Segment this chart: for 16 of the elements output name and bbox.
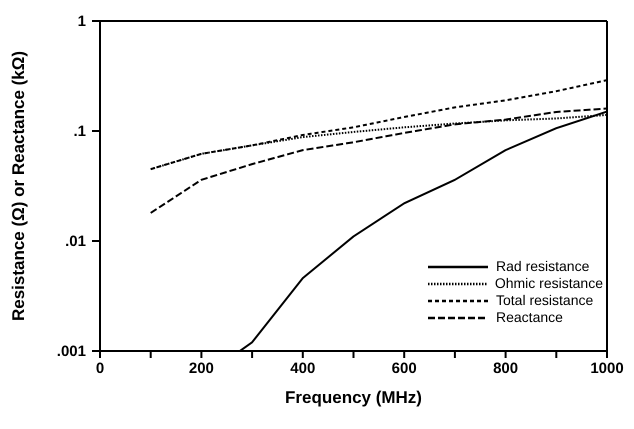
legend-label: Reactance [496, 309, 563, 326]
legend-label: Ohmic resistance [494, 275, 603, 292]
x-tick-label: 0 [96, 360, 104, 377]
y-tick-label: .001 [56, 343, 86, 360]
x-tick-label: 600 [392, 360, 417, 377]
y-tick-label: .01 [65, 233, 86, 250]
x-tick-label: 800 [493, 360, 518, 377]
legend-label: Total resistance [496, 292, 594, 309]
x-tick-label: 1000 [590, 360, 624, 377]
y-tick-label: 1 [78, 13, 86, 30]
y-axis-title: Resistance (Ω) or Reactance (kΩ) [9, 50, 28, 322]
x-tick-label: 200 [188, 360, 214, 377]
x-tick-label: 400 [290, 360, 316, 377]
x-axis-title: Frequency (MHz) [285, 388, 422, 407]
y-tick-label: .1 [73, 123, 86, 140]
legend-label: Rad resistance [496, 258, 590, 275]
